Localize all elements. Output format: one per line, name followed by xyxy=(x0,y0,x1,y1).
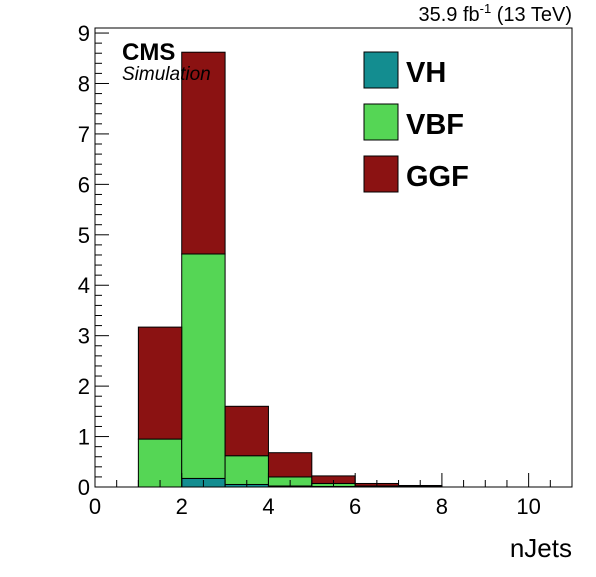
y-tick-label: 1 xyxy=(78,425,90,450)
y-tick-label: 8 xyxy=(78,71,90,96)
legend-swatch-vh xyxy=(363,51,399,89)
legend: VH VBF GGF xyxy=(363,51,469,193)
y-tick-label: 0 xyxy=(78,475,90,500)
bar-ggf-bin-1 xyxy=(137,326,183,440)
bar-vbf-bin-2 xyxy=(181,253,226,479)
legend-swatch-ggf xyxy=(363,155,399,193)
bar-ggf-bin-4 xyxy=(267,452,313,478)
legend-label-vh: VH xyxy=(406,57,446,89)
x-tick-label: 6 xyxy=(349,494,361,519)
simulation-label: Simulation xyxy=(122,64,211,85)
x-tick-label: 0 xyxy=(89,494,101,519)
y-tick-label: 5 xyxy=(78,223,90,248)
bar-ggf-bin-2 xyxy=(181,51,226,255)
x-axis-label: nJets xyxy=(510,533,572,563)
x-tick-label: 2 xyxy=(176,494,188,519)
lumi-main: 35.9 fb xyxy=(418,4,479,26)
legend-label-vbf: VBF xyxy=(406,109,464,141)
x-tick-label: 4 xyxy=(262,494,274,519)
bar-vbf-bin-1 xyxy=(137,438,183,488)
y-tick-label: 3 xyxy=(78,324,90,349)
y-tick-label: 4 xyxy=(78,273,90,298)
lumi-label: 35.9 fb-1 (13 TeV) xyxy=(418,1,572,26)
y-tick-label: 6 xyxy=(78,172,90,197)
x-tick-label: 8 xyxy=(436,494,448,519)
legend-swatch-vbf xyxy=(363,103,399,141)
cms-label: CMS xyxy=(122,39,175,66)
x-tick-label: 10 xyxy=(516,494,540,519)
lumi-superscript: -1 xyxy=(480,1,492,16)
lumi-tail: (13 TeV) xyxy=(491,4,572,26)
y-tick-label: 9 xyxy=(78,21,90,46)
ticks-layer: 0 2 4 6 8 10 0 1 2 3 4 5 6 7 8 9 xyxy=(78,21,573,519)
legend-label-ggf: GGF xyxy=(406,161,469,193)
bar-ggf-bin-3 xyxy=(224,405,269,457)
y-tick-label: 7 xyxy=(78,122,90,147)
y-tick-label: 2 xyxy=(78,374,90,399)
